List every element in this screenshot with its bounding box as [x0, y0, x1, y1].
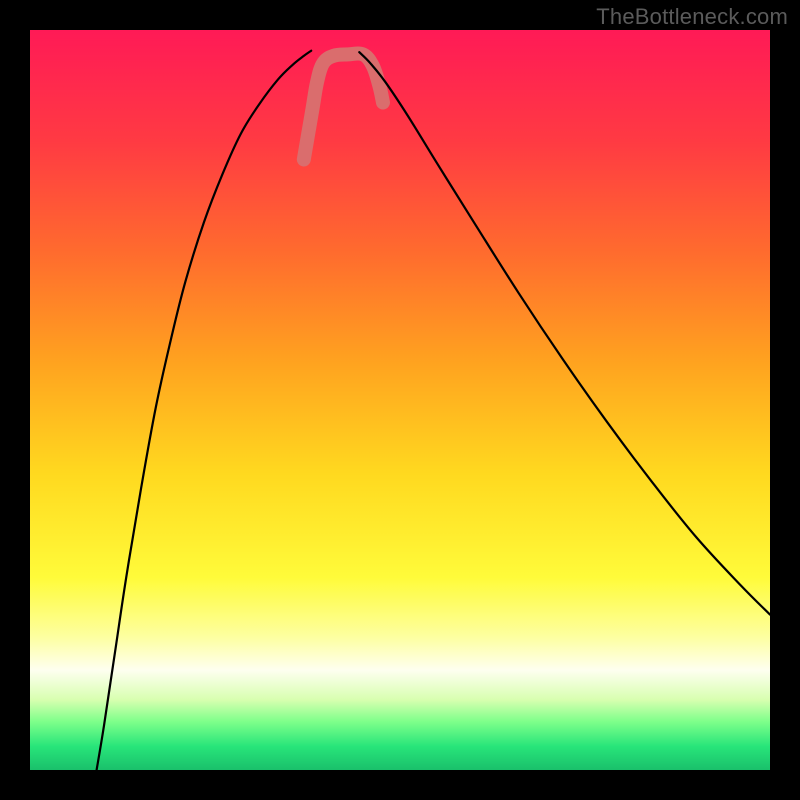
- chart-stage: TheBottleneck.com: [0, 0, 800, 800]
- watermark-text: TheBottleneck.com: [596, 4, 788, 30]
- plot-background: [30, 30, 770, 770]
- chart-svg: [0, 0, 800, 800]
